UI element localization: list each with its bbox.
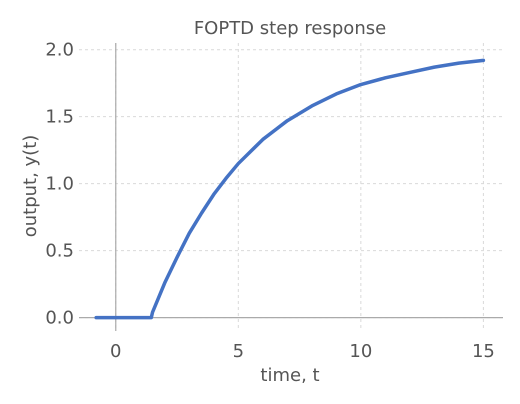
horizontal-grid-lines: [79, 49, 503, 319]
y-tick-label: 1.0: [45, 174, 74, 195]
x-tick-labels: 0 5 10 15: [110, 341, 495, 362]
y-tick-labels: 0.0 0.5 1.0 1.5 2.0: [45, 40, 74, 329]
step-response-line: [94, 58, 486, 320]
y-tick-label: 0.0: [45, 308, 74, 329]
y-tick-label: 0.5: [45, 241, 74, 262]
x-tick-label: 5: [233, 341, 244, 362]
x-axis-label: time, t: [260, 365, 319, 386]
x-tick-label: 15: [472, 341, 495, 362]
y-tick-label: 1.5: [45, 107, 74, 128]
y-axis-label: output, y(t): [20, 135, 41, 238]
x-tick-label: 0: [110, 341, 121, 362]
vertical-grid-lines: [115, 43, 484, 331]
x-tick-label: 10: [349, 341, 372, 362]
y-tick-label: 2.0: [45, 40, 74, 61]
chart-title: FOPTD step response: [194, 18, 386, 39]
